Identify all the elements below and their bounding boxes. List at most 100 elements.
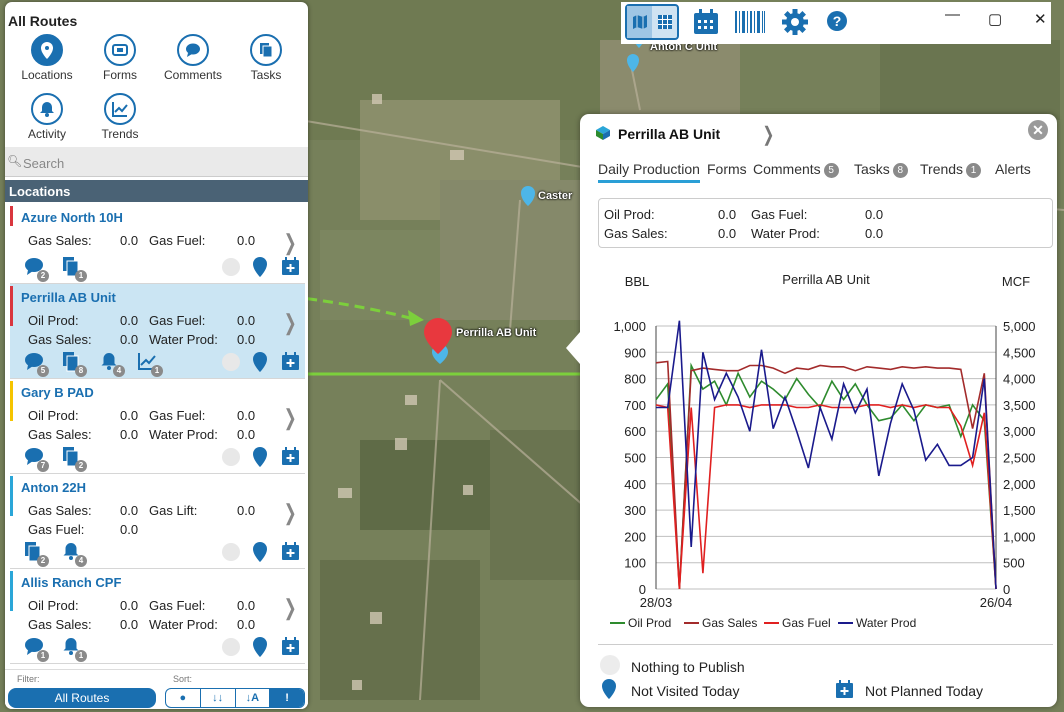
map-pin-caster[interactable] <box>521 186 535 206</box>
gas-fuel-label: Gas Fuel: <box>751 207 808 222</box>
field-value: 0.0 <box>120 427 139 442</box>
tab-alerts[interactable]: Alerts <box>995 161 1031 177</box>
nav-forms[interactable]: Forms <box>87 34 153 82</box>
tasks-icon[interactable]: 2 <box>62 447 87 472</box>
filter-all-routes-button[interactable]: All Routes <box>8 688 156 708</box>
map-view-button[interactable] <box>627 6 652 38</box>
x-tick-label: 26/04 <box>980 595 1013 610</box>
publish-status-dot <box>222 448 240 466</box>
locations-section-header: Locations <box>5 180 308 202</box>
right-tick-label: 5,000 <box>1003 319 1036 334</box>
tab-trends[interactable]: Trends 1 <box>920 161 982 178</box>
comment-icon[interactable]: 5 <box>24 352 49 377</box>
key-not-visited-today: Not Visited Today <box>631 683 740 699</box>
location-name: Perrilla AB Unit <box>21 290 116 305</box>
nav-tasks[interactable]: Tasks <box>233 34 299 82</box>
location-card[interactable]: Allis Ranch CPF Oil Prod: 0.0 Gas Fuel: 0.0 G… <box>10 569 305 664</box>
location-name: Gary B PAD <box>21 385 94 400</box>
field-label: Gas Sales: <box>28 503 92 518</box>
nav-activity[interactable]: Activity <box>14 93 80 141</box>
map-label-perrilla-ab-unit: Perrilla AB Unit <box>456 327 537 339</box>
key-not-planned-today: Not Planned Today <box>865 683 984 699</box>
sort-alphabetical-button[interactable]: ↓A <box>236 689 271 707</box>
barcode-icon[interactable] <box>735 11 765 33</box>
tasks-icon[interactable]: 1 <box>62 257 87 282</box>
help-icon[interactable]: ? <box>826 10 848 32</box>
tasks-icon[interactable]: 8 <box>62 352 87 377</box>
location-pin-icon[interactable] <box>253 447 275 469</box>
close-popup-button[interactable]: ✕ <box>1028 120 1048 140</box>
tasks-icon[interactable]: 2 <box>24 542 49 567</box>
location-pin-icon[interactable] <box>253 637 275 659</box>
location-card[interactable]: Anton 22H Gas Sales: 0.0 Gas Lift: 0.0 Gas Fu… <box>10 474 305 569</box>
trend-chart-icon[interactable]: 1 <box>138 352 163 377</box>
field-value: 0.0 <box>237 503 256 518</box>
tab-tasks[interactable]: Tasks 8 <box>854 161 908 178</box>
sort-by-priority-button[interactable]: ! <box>270 689 304 707</box>
field-label: Gas Sales: <box>28 332 92 347</box>
field-label: Water Prod: <box>149 617 218 632</box>
tab-daily-production[interactable]: Daily Production <box>598 161 700 183</box>
chevron-right-icon[interactable]: ❯ <box>283 500 297 525</box>
tab-forms[interactable]: Forms <box>707 161 747 177</box>
comment-icon[interactable]: 2 <box>24 257 49 282</box>
sort-label: Sort: <box>173 674 193 684</box>
field-label: Water Prod: <box>149 427 218 442</box>
field-value: 0.0 <box>237 233 256 248</box>
calendar-plus-icon[interactable] <box>282 637 304 659</box>
filter-sort-bar: Filter: Sort: All Routes ● ↓↓ ↓A ! <box>5 669 308 709</box>
chevron-right-icon[interactable]: ❯ <box>762 124 775 146</box>
chevron-right-icon[interactable]: ❯ <box>283 405 297 430</box>
calendar-plus-icon[interactable] <box>282 352 304 374</box>
search-bar[interactable]: 🔍︎ Search <box>5 147 308 177</box>
calendar-icon[interactable] <box>692 8 720 36</box>
bell-icon[interactable]: 4 <box>100 352 125 377</box>
location-card[interactable]: Gary B PAD Oil Prod: 0.0 Gas Fuel: 0.0 Gas Sa… <box>10 379 305 474</box>
field-value: 0.0 <box>120 233 139 248</box>
right-axis-title: MCF <box>1002 274 1030 289</box>
grid-icon <box>658 15 672 29</box>
location-pin-icon[interactable] <box>253 257 275 279</box>
series-line-gas-fuel <box>655 404 997 590</box>
chevron-right-icon[interactable]: ❯ <box>283 595 297 620</box>
field-label: Gas Fuel: <box>28 522 85 537</box>
tab-comments[interactable]: Comments 5 <box>753 161 839 178</box>
field-value: 0.0 <box>120 503 139 518</box>
map-pin-perrilla-ab-unit[interactable] <box>424 318 452 364</box>
location-pin-icon[interactable] <box>253 352 275 374</box>
production-chart: 0 0 100 500 200 1,000 300 1,500 400 2,000 500 2,500… <box>613 272 1036 610</box>
location-pin-icon[interactable] <box>253 542 275 564</box>
comment-icon[interactable]: 7 <box>24 447 49 472</box>
field-value: 0.0 <box>237 617 256 632</box>
sort-by-order-button[interactable]: ↓↓ <box>201 689 236 707</box>
nav-trends[interactable]: Trends <box>87 93 153 141</box>
bell-icon <box>31 93 63 125</box>
minimize-button[interactable]: — <box>945 6 960 23</box>
field-value: 0.0 <box>120 332 139 347</box>
left-tick-label: 500 <box>624 451 646 466</box>
sort-by-location-button[interactable]: ● <box>166 689 201 707</box>
nav-locations[interactable]: Locations <box>14 34 80 82</box>
count-badge: 4 <box>113 365 125 377</box>
field-label: Gas Lift: <box>149 503 198 518</box>
location-card[interactable]: Azure North 10H Gas Sales: 0.0 Gas Fuel: 0.0… <box>10 204 305 284</box>
bell-icon[interactable]: 4 <box>62 542 87 567</box>
field-label: Oil Prod: <box>28 313 79 328</box>
chevron-right-icon[interactable]: ❯ <box>283 230 297 255</box>
location-card[interactable]: Perrilla AB Unit Oil Prod: 0.0 Gas Fuel: 0.0… <box>10 284 305 379</box>
gear-icon[interactable] <box>781 8 809 36</box>
map-icon <box>633 15 647 29</box>
close-window-button[interactable]: ✕ <box>1034 11 1047 28</box>
calendar-plus-icon[interactable] <box>282 447 304 469</box>
maximize-button[interactable]: ▢ <box>988 11 1003 28</box>
grid-view-button[interactable] <box>652 6 677 38</box>
calendar-plus-icon[interactable] <box>282 542 304 564</box>
field-value: 0.0 <box>120 313 139 328</box>
nav-comments[interactable]: Comments <box>160 34 226 82</box>
bell-icon[interactable]: 1 <box>62 637 87 662</box>
count-badge: 1 <box>75 270 87 282</box>
chevron-right-icon[interactable]: ❯ <box>283 310 297 335</box>
calendar-plus-icon[interactable] <box>282 257 304 279</box>
search-input[interactable]: Search <box>23 156 65 171</box>
comment-icon[interactable]: 1 <box>24 637 49 662</box>
